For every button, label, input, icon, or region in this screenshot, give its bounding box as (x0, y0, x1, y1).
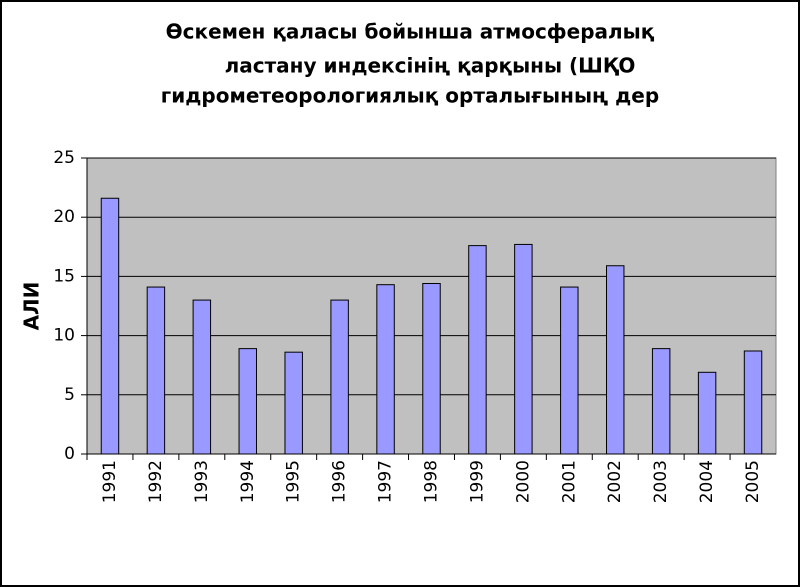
bar (284, 351, 303, 455)
bar (697, 371, 717, 455)
chart-title: Өскемен қаласы бойынша атмосфералық (166, 20, 655, 44)
bar (606, 265, 625, 455)
bar (146, 286, 166, 455)
x-tick-label: 2004 (697, 460, 717, 503)
chart-title: ластану индексінің қарқыны (ШҚО (225, 54, 636, 78)
x-tick-label: 1993 (192, 460, 212, 503)
bar (100, 197, 120, 455)
x-tick-label: 1992 (146, 460, 166, 503)
x-tick-label: 2000 (513, 460, 533, 503)
y-tick-label: 15 (53, 266, 75, 286)
x-tick-label: 2002 (605, 460, 625, 503)
bar (330, 299, 349, 455)
y-tick-label: 0 (64, 444, 75, 464)
y-tick-label: 10 (53, 326, 75, 346)
x-tick-label: 1998 (422, 460, 442, 503)
chart-title: гидрометеорологиялық орталығының дер (161, 84, 659, 108)
bar (743, 350, 763, 455)
x-tick-label: 2001 (559, 460, 579, 503)
x-tick-label: 1997 (376, 460, 396, 503)
x-tick-label: 1999 (467, 460, 487, 503)
x-tick-label: 1996 (330, 460, 350, 503)
x-tick-label: 1995 (284, 460, 304, 503)
bar (468, 245, 487, 455)
bar (192, 299, 212, 455)
y-axis-label: АЛИ (20, 282, 44, 331)
title-group: Өскемен қаласы бойынша атмосфералық ласт… (161, 20, 659, 108)
bar (514, 243, 533, 455)
x-tick-label: 1991 (100, 460, 120, 503)
bar (376, 284, 395, 455)
x-tick-label: 2005 (743, 460, 763, 503)
x-tick-label: 1994 (238, 460, 258, 503)
y-tick-label: 5 (64, 385, 75, 405)
y-tick-label: 20 (53, 207, 75, 227)
bar (651, 348, 671, 455)
bar (238, 348, 257, 455)
x-tick-label: 2003 (651, 460, 671, 503)
y-tick-label: 25 (53, 148, 75, 168)
bar (422, 283, 441, 455)
bar (560, 286, 579, 455)
